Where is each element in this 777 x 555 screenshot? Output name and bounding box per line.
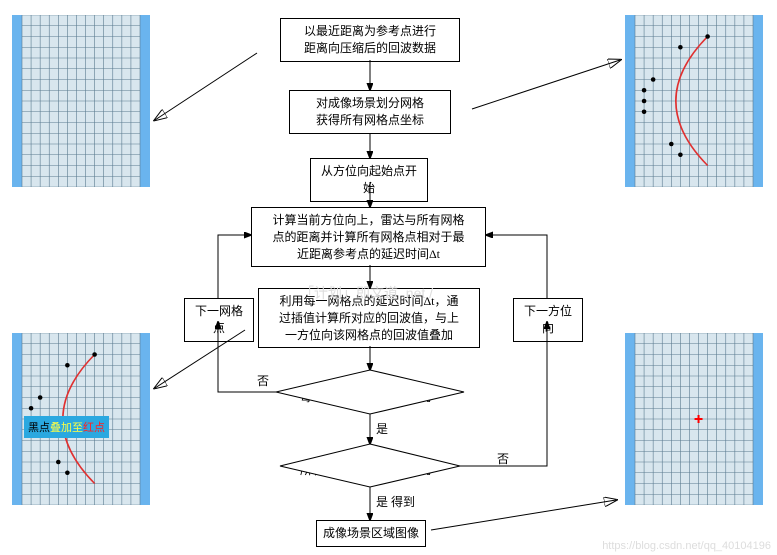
node-next-gridpt: 下一网格点 <box>184 298 254 342</box>
watermark-center: 「计划」即文道 .net / <box>300 283 433 303</box>
overlay-black: 黑点 <box>28 422 50 434</box>
decision2-text: 所有方位向是否全部遍历 <box>300 461 432 478</box>
n4l1: 计算当前方位向上，雷达与所有网格 <box>258 212 479 229</box>
label-no-1: 否 <box>257 372 269 389</box>
label-yes-2: 是 得到 <box>376 493 415 510</box>
overlay-red: 红点 <box>83 422 105 434</box>
label-yes-1: 是 <box>376 420 388 437</box>
n2l1: 对成像场景划分网格 <box>296 95 444 112</box>
n5l2: 过插值计算所对应的回波值，与上 <box>265 310 473 327</box>
node-azimuth-start: 从方位向起始点开始 <box>310 158 428 202</box>
node-next-azimuth: 下一方位向 <box>513 298 583 342</box>
n2l2: 获得所有网格点坐标 <box>296 112 444 129</box>
overlay-label: 黑点叠加至红点 <box>24 416 109 438</box>
node-start: 以最近距离为参考点进行 距离向压缩后的回波数据 <box>280 18 460 62</box>
label-no-2: 否 <box>497 450 509 467</box>
n4l3: 近距离参考点的延迟时间Δt <box>258 246 479 263</box>
rightloop: 下一方位向 <box>520 303 576 337</box>
nend: 成像场景区域图像 <box>323 525 419 542</box>
grid-panel-top-left <box>12 15 150 192</box>
n5l3: 一方位向该网格点的回波值叠加 <box>265 327 473 344</box>
n3: 从方位向起始点开始 <box>317 163 421 197</box>
decision1-text: 每个网格点是否全部遍历 <box>300 388 432 405</box>
watermark-br: https://blog.csdn.net/qq_40104196 <box>602 540 771 552</box>
n4l2: 点的距离并计算所有网格点相对于最 <box>258 229 479 246</box>
node-grid-split: 对成像场景划分网格 获得所有网格点坐标 <box>289 90 451 134</box>
overlay-add: 叠加至 <box>50 422 83 434</box>
grid-panel-bot-right <box>625 333 763 510</box>
leftloop: 下一网格点 <box>191 303 247 337</box>
n1l2: 距离向压缩后的回波数据 <box>287 40 453 57</box>
n1l1: 以最近距离为参考点进行 <box>287 23 453 40</box>
grid-panel-top-right <box>625 15 763 192</box>
node-output-image: 成像场景区域图像 <box>316 520 426 547</box>
node-calc-delay: 计算当前方位向上，雷达与所有网格 点的距离并计算所有网格点相对于最 近距离参考点… <box>251 207 486 267</box>
